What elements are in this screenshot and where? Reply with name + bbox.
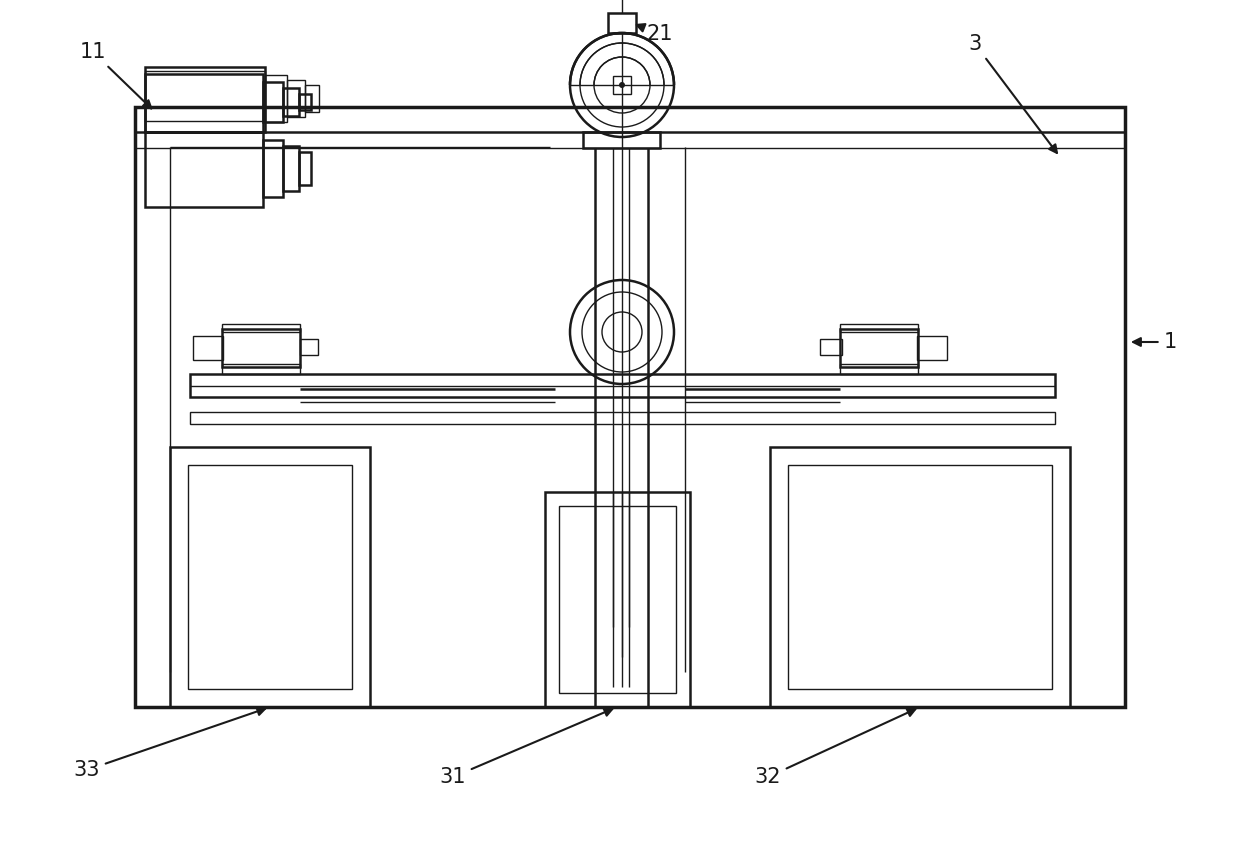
Bar bbox=[839, 324, 918, 332]
Bar bbox=[283, 88, 299, 116]
Bar bbox=[299, 152, 311, 185]
Bar bbox=[299, 94, 311, 110]
Bar bbox=[613, 76, 631, 94]
Bar bbox=[583, 132, 660, 148]
Bar bbox=[145, 132, 263, 207]
Bar bbox=[286, 80, 305, 117]
Bar bbox=[918, 336, 947, 360]
Text: 32: 32 bbox=[755, 709, 915, 787]
Bar bbox=[170, 447, 370, 707]
Bar bbox=[263, 82, 283, 122]
Text: 33: 33 bbox=[73, 707, 265, 780]
Bar bbox=[193, 336, 223, 360]
Text: 3: 3 bbox=[968, 34, 1056, 153]
Bar bbox=[839, 329, 918, 367]
Bar bbox=[283, 146, 299, 191]
Circle shape bbox=[619, 82, 625, 88]
Text: 11: 11 bbox=[79, 42, 151, 109]
Bar bbox=[263, 140, 283, 197]
Bar bbox=[222, 364, 300, 374]
Bar bbox=[839, 364, 918, 374]
Bar bbox=[820, 339, 842, 355]
Bar bbox=[222, 329, 300, 367]
Bar bbox=[145, 74, 263, 132]
Bar bbox=[305, 85, 319, 112]
Bar bbox=[190, 374, 1055, 397]
Bar bbox=[770, 447, 1070, 707]
Text: 1: 1 bbox=[1133, 332, 1177, 352]
Bar bbox=[787, 465, 1052, 689]
Bar bbox=[190, 412, 1055, 424]
Bar bbox=[559, 506, 676, 693]
Text: 31: 31 bbox=[440, 708, 613, 787]
Bar bbox=[222, 324, 300, 332]
Bar bbox=[546, 492, 689, 707]
Bar bbox=[265, 75, 286, 122]
Bar bbox=[188, 465, 352, 689]
Text: 21: 21 bbox=[637, 24, 673, 44]
Bar bbox=[608, 13, 636, 33]
Bar bbox=[145, 71, 265, 121]
Bar bbox=[135, 107, 1125, 707]
Bar bbox=[145, 67, 265, 132]
Bar bbox=[300, 339, 317, 355]
